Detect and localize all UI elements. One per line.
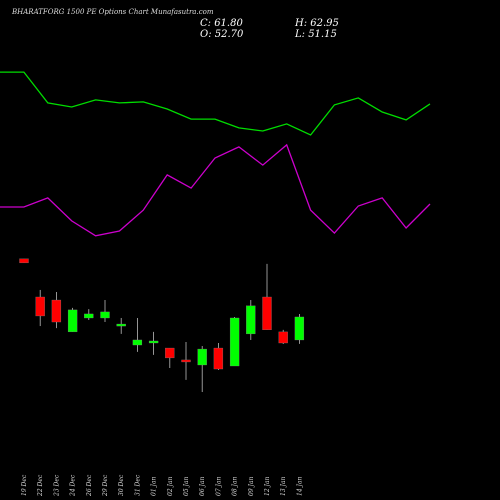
indicator-line <box>0 71 431 136</box>
x-tick-label: 01 Jan <box>151 476 158 496</box>
x-tick-label: 05 Jan <box>183 476 190 496</box>
x-tick-label: 23 Dec <box>53 474 60 497</box>
chart-title: BHARATFORG 1500 PE Options Chart Munafas… <box>11 8 214 16</box>
x-tick-label: 08 Jan <box>232 476 239 496</box>
x-tick-label: 30 Dec <box>118 474 125 496</box>
candle-body <box>278 331 288 344</box>
x-tick-label: 09 Jan <box>248 476 255 496</box>
candle-body <box>67 309 78 333</box>
x-tick-label: 26 Dec <box>86 474 93 497</box>
candle-body <box>100 311 110 319</box>
x-tick-label: 22 Dec <box>37 474 44 497</box>
open-label: O: 52.70 <box>200 29 244 40</box>
candle-body <box>213 347 224 370</box>
candle-body <box>165 347 175 359</box>
candle-body <box>181 359 191 363</box>
x-tick-label: 13 Jan <box>280 476 287 496</box>
high-label: H: 62.95 <box>294 18 339 29</box>
candle-body <box>132 339 143 346</box>
candle-body <box>229 317 240 367</box>
x-tick-label: 31 Dec <box>134 474 141 496</box>
candle-body <box>246 305 256 335</box>
close-label: C: 61.80 <box>200 18 243 29</box>
x-tick-label: 14 Jan <box>296 476 303 496</box>
x-tick-label: 24 Dec <box>70 474 77 497</box>
x-tick-label: 29 Dec <box>102 474 109 497</box>
x-tick-label: 12 Jan <box>264 476 271 496</box>
candle-body <box>19 258 29 264</box>
indicator-line <box>0 143 431 237</box>
candle-body <box>294 316 305 341</box>
candle-body <box>148 340 159 344</box>
x-tick-label: 19 Dec <box>21 474 28 496</box>
candle-body <box>116 323 126 327</box>
candle-body <box>51 299 62 323</box>
x-tick-label: 07 Jan <box>215 476 222 496</box>
candle-body <box>197 348 207 366</box>
candle-body <box>35 296 45 317</box>
low-label: L: 51.15 <box>294 29 337 40</box>
candle-body <box>262 296 272 331</box>
candle-body <box>84 313 94 319</box>
x-tick-label: 02 Jan <box>167 476 174 496</box>
x-tick-label: 06 Jan <box>199 476 206 496</box>
